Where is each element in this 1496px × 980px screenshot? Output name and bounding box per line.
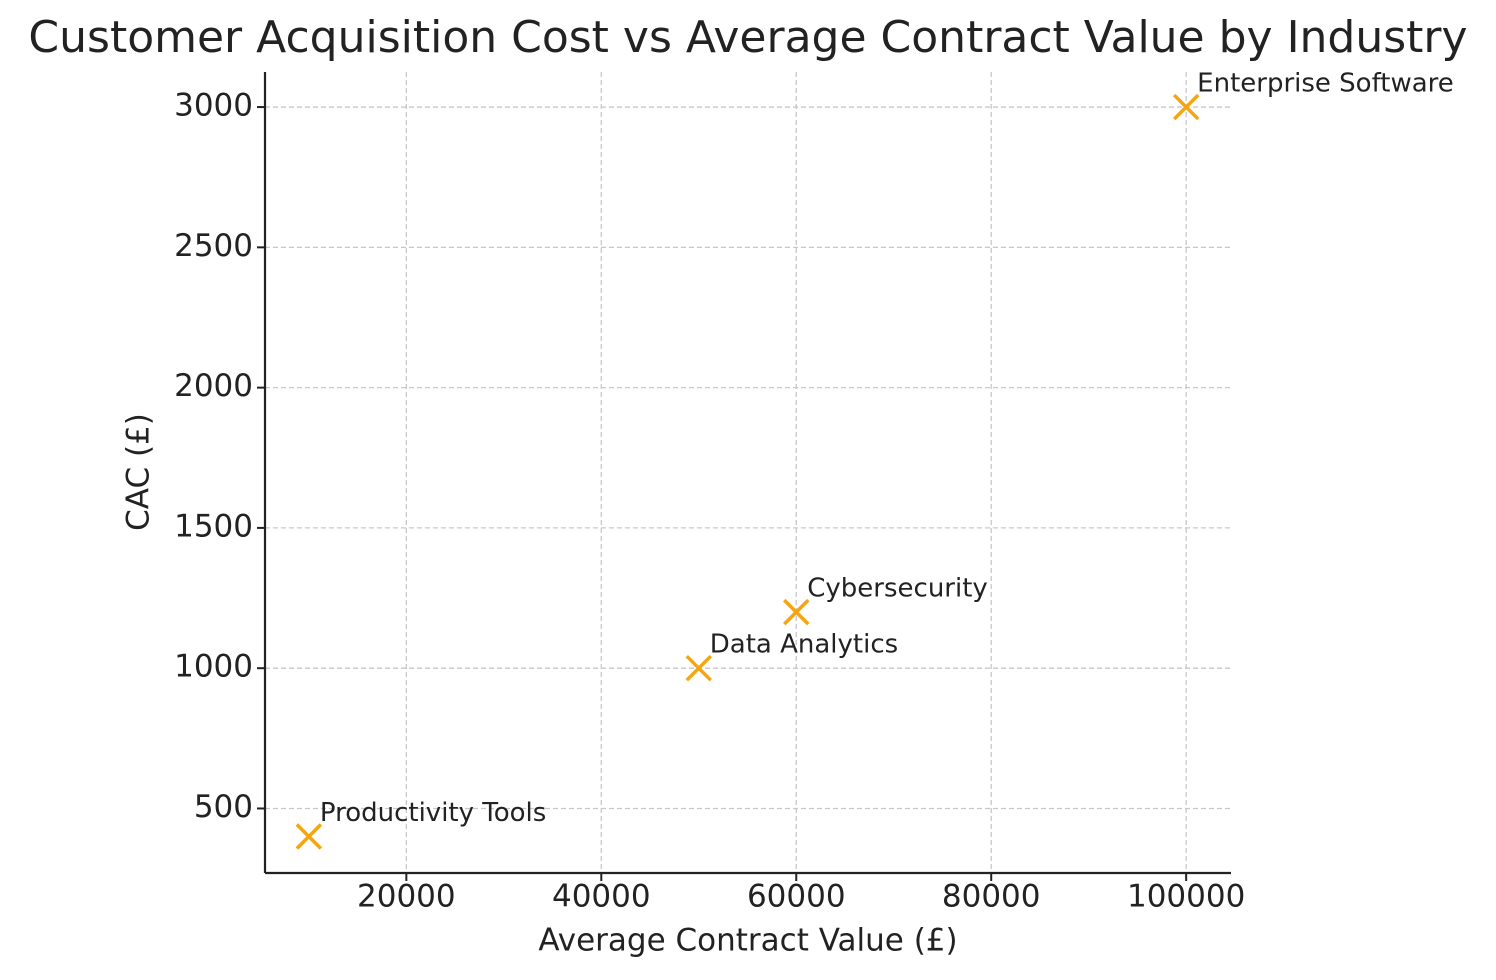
- y-tick-label: 2000: [174, 368, 253, 404]
- marker-stroke: [685, 654, 713, 682]
- x-tick-label: 40000: [552, 879, 651, 915]
- y-tick-label: 500: [194, 789, 253, 825]
- x-tick-label: 20000: [357, 879, 456, 915]
- x-tick-label: 100000: [1127, 879, 1245, 915]
- point-label: Cybersecurity: [807, 574, 988, 604]
- point-label: Data Analytics: [710, 630, 898, 660]
- y-axis-label: CAC (£): [121, 413, 157, 531]
- point-label: Productivity Tools: [320, 798, 546, 828]
- chart-title: Customer Acquisition Cost vs Average Con…: [28, 12, 1467, 63]
- marker: [685, 654, 713, 682]
- marker-stroke: [295, 823, 323, 850]
- marker-stroke: [783, 598, 810, 626]
- marker: [1172, 93, 1200, 121]
- marker: [783, 598, 810, 626]
- x-tick-label: 60000: [747, 879, 846, 915]
- x-tick-label: 80000: [942, 879, 1041, 915]
- y-tick-label: 3000: [174, 88, 253, 124]
- y-tick-label: 2500: [174, 228, 253, 264]
- marker: [295, 823, 323, 850]
- marker-stroke: [1172, 93, 1200, 121]
- y-tick-label: 1000: [174, 649, 253, 685]
- x-axis-label: Average Contract Value (£): [538, 923, 957, 959]
- point-label: Enterprise Software: [1197, 69, 1454, 99]
- y-tick-label: 1500: [174, 508, 253, 544]
